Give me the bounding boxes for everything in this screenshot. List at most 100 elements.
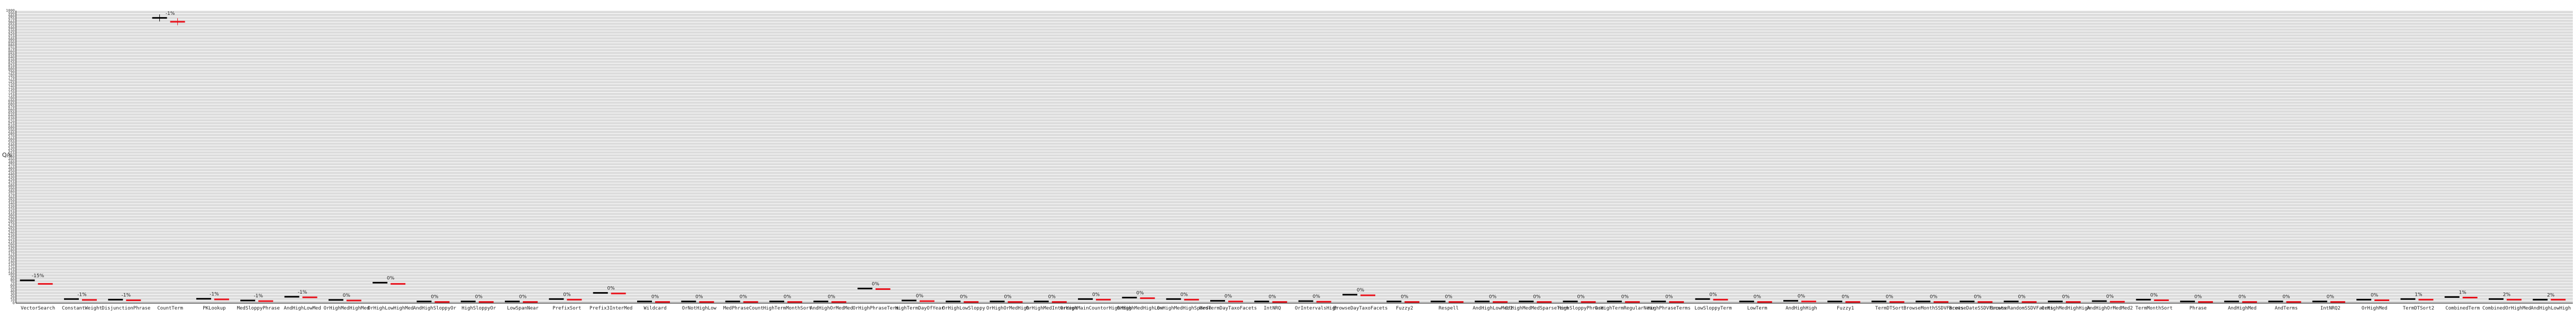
x-tick-label: HighSloppyPhrase <box>1558 306 1604 311</box>
data-label: 0% <box>2150 293 2158 298</box>
data-label: 0% <box>1621 295 1629 300</box>
y-tick-label: 170 <box>8 251 15 255</box>
y-tick-label: 890 <box>8 41 15 45</box>
y-tick-label: 1000 <box>6 8 15 13</box>
y-tick-label: 190 <box>8 245 15 250</box>
x-tick-label: CombinedOrHighMed <box>2482 306 2531 311</box>
y-tick-label: 850 <box>8 52 15 57</box>
x-tick-label: OrIntervalsHigh <box>1295 306 1338 311</box>
x-tick-label: MedSloppyPhrase <box>237 306 280 311</box>
y-tick-label: 410 <box>8 181 15 186</box>
data-label: 0% <box>1886 295 1894 300</box>
y-tick-label: 560 <box>8 137 15 142</box>
data-label: -1% <box>166 11 175 16</box>
y-tick-label: 680 <box>8 102 15 107</box>
y-tick-label: 960 <box>8 20 15 24</box>
y-tick-label: 690 <box>8 99 15 103</box>
data-label: 0% <box>1048 295 1056 300</box>
y-tick-label: 470 <box>8 164 15 168</box>
y-tick-label: 510 <box>8 152 15 156</box>
x-tick-label: OrHighMedIntercept <box>1026 306 1078 311</box>
y-tick-label: 810 <box>8 64 15 68</box>
x-tick-label: HighSloppyOr <box>461 306 496 311</box>
data-label: 0% <box>1092 292 1100 297</box>
y-tick-label: 450 <box>8 170 15 174</box>
x-tick-label: HighTermMonthSort <box>763 306 812 311</box>
data-label: 0% <box>2194 295 2202 300</box>
x-tick-label: LowSpanNear <box>507 306 539 311</box>
data-label: 0% <box>1401 295 1409 300</box>
x-tick-label: Fuzzy2 <box>1396 306 1413 311</box>
y-tick-label: 180 <box>8 249 15 253</box>
y-tick-label: 700 <box>8 96 15 101</box>
x-tick-label: CombinedTerm <box>2445 306 2480 311</box>
x-tick-label: OrHighMedHighMed <box>323 306 369 311</box>
y-tick-label: 980 <box>8 14 15 19</box>
y-tick-label: 580 <box>8 131 15 136</box>
x-tick-label: AndHighMed <box>2228 306 2256 311</box>
data-label: 1% <box>2459 290 2467 295</box>
data-label: 0% <box>2238 295 2246 300</box>
x-tick-label: OrHighMedMedSparseTerm <box>1505 306 1568 311</box>
y-tick-label: 870 <box>8 47 15 51</box>
y-tick-label: 280 <box>8 219 15 223</box>
x-tick-label: MedTermDayTaxoFacets <box>1200 306 1257 311</box>
y-tick-label: 330 <box>8 205 15 209</box>
y-tick-label: 910 <box>8 35 15 39</box>
data-label: 0% <box>2282 295 2290 300</box>
data-label: 0% <box>2327 295 2335 300</box>
y-tick-label: 200 <box>8 243 15 247</box>
y-tick-label: 460 <box>8 166 15 171</box>
x-tick-label: OrNotHighLow <box>682 306 717 311</box>
x-tick-label: PKLookup <box>203 306 225 311</box>
y-tick-label: 500 <box>8 155 15 159</box>
data-label: 0% <box>1974 295 1982 300</box>
y-tick-label: 0 <box>13 301 15 305</box>
x-tick-label: BrowseDateSSDVFacets <box>1949 306 2006 311</box>
data-label: 0% <box>2018 295 2026 300</box>
x-tick-label: OrHighMedHighHigh <box>2042 306 2090 311</box>
x-tick-label: LowSloppyTerm <box>1694 306 1731 311</box>
data-label: 0% <box>607 286 615 292</box>
y-tick-label: 840 <box>8 55 15 59</box>
y-tick-label: 480 <box>8 161 15 165</box>
y-tick-label: 970 <box>8 17 15 22</box>
data-label: 0% <box>1798 294 1806 299</box>
y-tick-label: 440 <box>8 172 15 176</box>
y-tick-label: 720 <box>8 91 15 95</box>
data-label: 0% <box>1224 294 1232 299</box>
y-tick-label: 670 <box>8 105 15 109</box>
y-tick-label: 320 <box>8 207 15 211</box>
y-tick-label: 610 <box>8 122 15 127</box>
x-tick-label: IntNRQ2 <box>2320 306 2341 311</box>
data-label: -1% <box>210 292 219 297</box>
y-tick-label: 790 <box>8 70 15 74</box>
x-tick-label: OrHighMed <box>2362 306 2388 311</box>
data-label: 0% <box>475 295 483 300</box>
y-tick-label: 930 <box>8 29 15 33</box>
y-tick-label: 430 <box>8 175 15 180</box>
y-tick-label: 640 <box>8 114 15 118</box>
data-label: 0% <box>1577 295 1585 300</box>
y-tick-label: 620 <box>8 120 15 124</box>
data-label: -1% <box>122 293 131 298</box>
x-tick-label: AndHighOrMedMed <box>810 306 853 311</box>
y-axis-label: Q/s <box>2 152 12 158</box>
y-tick-label: 360 <box>8 196 15 200</box>
y-tick-label: 820 <box>8 61 15 65</box>
y-tick-label: 400 <box>8 184 15 188</box>
x-tick-label: AndHighHigh <box>1785 306 1817 311</box>
x-tick-label: Wildcard <box>643 306 666 311</box>
data-label: 0% <box>563 292 571 297</box>
data-label: -1% <box>77 292 87 297</box>
x-tick-label: HighPhraseTerms <box>1647 306 1690 311</box>
x-tick-label: OrHighOrMedHigh <box>986 306 1029 311</box>
x-tick-label: OrHighLowSloppy <box>942 306 986 311</box>
y-tick-label: 420 <box>8 178 15 182</box>
y-tick-label: 390 <box>8 187 15 191</box>
y-tick-label: 860 <box>8 49 15 54</box>
data-label: 0% <box>784 295 792 300</box>
y-tick-label: 90 <box>11 275 15 279</box>
y-tick-label: 80 <box>11 278 15 282</box>
